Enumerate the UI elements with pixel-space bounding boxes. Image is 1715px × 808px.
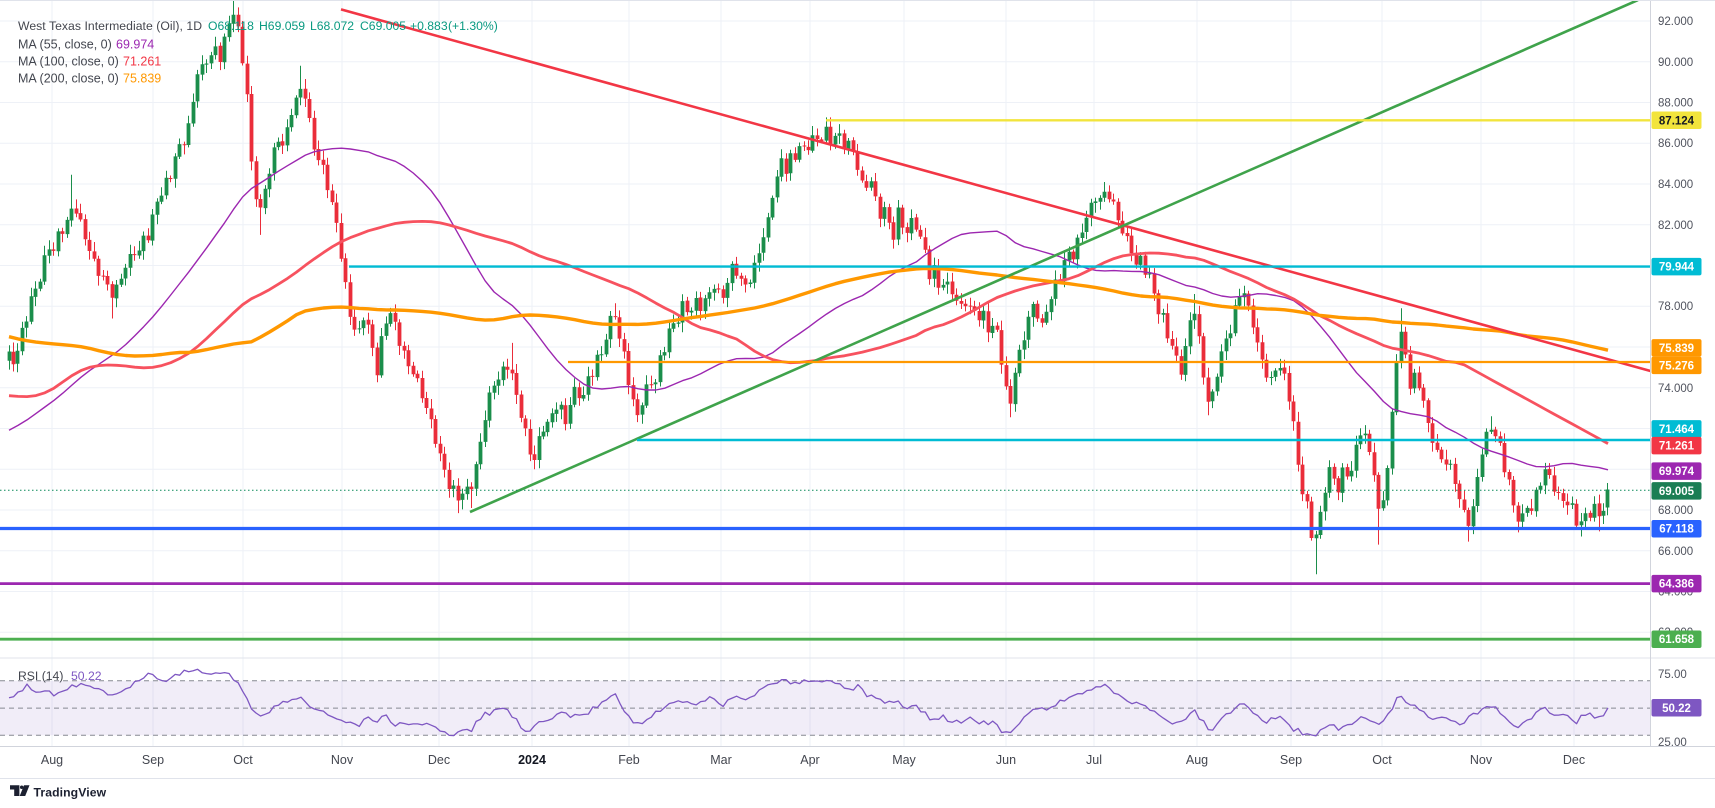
svg-text:(+1.30%): (+1.30%) bbox=[448, 19, 498, 33]
svg-text:71.464: 71.464 bbox=[1659, 424, 1695, 436]
svg-text:May: May bbox=[892, 753, 916, 767]
svg-text:75.839: 75.839 bbox=[1659, 343, 1694, 355]
svg-text:25.00: 25.00 bbox=[1658, 737, 1687, 749]
svg-text:O68.118: O68.118 bbox=[208, 19, 254, 33]
svg-text:C69.005: C69.005 bbox=[360, 19, 406, 33]
svg-text:67.118: 67.118 bbox=[1659, 524, 1694, 536]
svg-text:Dec: Dec bbox=[1563, 753, 1585, 767]
svg-text:71.261: 71.261 bbox=[1659, 441, 1695, 453]
svg-text:Aug: Aug bbox=[1186, 753, 1208, 767]
svg-text:Mar: Mar bbox=[710, 753, 732, 767]
svg-text:86.000: 86.000 bbox=[1658, 138, 1693, 150]
svg-text:Jun: Jun bbox=[996, 753, 1016, 767]
svg-text:L68.072: L68.072 bbox=[310, 19, 354, 33]
svg-text:75.276: 75.276 bbox=[1659, 360, 1694, 372]
svg-text:West Texas Intermediate (Oil),: West Texas Intermediate (Oil), 1D bbox=[18, 19, 202, 33]
svg-text:74.000: 74.000 bbox=[1658, 383, 1693, 395]
svg-text:84.000: 84.000 bbox=[1658, 179, 1693, 191]
svg-text:TradingView: TradingView bbox=[34, 786, 107, 800]
svg-text:Apr: Apr bbox=[800, 753, 819, 767]
svg-text:+0.883: +0.883 bbox=[410, 19, 448, 33]
svg-text:50.22: 50.22 bbox=[71, 669, 102, 683]
svg-text:Aug: Aug bbox=[41, 753, 63, 767]
svg-text:RSI (14): RSI (14) bbox=[18, 669, 63, 683]
svg-text:75.839: 75.839 bbox=[123, 72, 161, 86]
svg-text:88.000: 88.000 bbox=[1658, 98, 1693, 110]
svg-text:64.386: 64.386 bbox=[1659, 579, 1694, 591]
svg-text:82.000: 82.000 bbox=[1658, 220, 1693, 232]
svg-text:MA (100, close, 0): MA (100, close, 0) bbox=[18, 55, 119, 69]
svg-text:69.974: 69.974 bbox=[1659, 466, 1695, 478]
svg-text:Sep: Sep bbox=[1280, 753, 1302, 767]
svg-text:90.000: 90.000 bbox=[1658, 57, 1693, 69]
svg-text:Oct: Oct bbox=[233, 753, 253, 767]
svg-text:92.000: 92.000 bbox=[1658, 16, 1693, 28]
svg-text:50.22: 50.22 bbox=[1662, 703, 1691, 715]
svg-text:61.658: 61.658 bbox=[1659, 634, 1695, 646]
svg-text:87.124: 87.124 bbox=[1659, 115, 1695, 127]
svg-text:2024: 2024 bbox=[518, 753, 546, 767]
svg-text:Dec: Dec bbox=[428, 753, 450, 767]
svg-text:79.944: 79.944 bbox=[1659, 262, 1695, 274]
svg-text:MA (200, close, 0): MA (200, close, 0) bbox=[18, 72, 119, 86]
svg-text:68.000: 68.000 bbox=[1658, 505, 1693, 517]
svg-text:Nov: Nov bbox=[1470, 753, 1493, 767]
svg-text:75.00: 75.00 bbox=[1658, 669, 1687, 681]
svg-text:66.000: 66.000 bbox=[1658, 546, 1693, 558]
svg-text:MA (55, close, 0): MA (55, close, 0) bbox=[18, 38, 112, 52]
svg-text:Feb: Feb bbox=[618, 753, 640, 767]
svg-text:Oct: Oct bbox=[1372, 753, 1392, 767]
svg-text:Sep: Sep bbox=[142, 753, 164, 767]
svg-text:Nov: Nov bbox=[331, 753, 354, 767]
svg-text:69.005: 69.005 bbox=[1659, 486, 1695, 498]
svg-text:71.261: 71.261 bbox=[123, 55, 161, 69]
svg-text:Jul: Jul bbox=[1086, 753, 1102, 767]
svg-text:78.000: 78.000 bbox=[1658, 301, 1693, 313]
svg-text:H69.059: H69.059 bbox=[259, 19, 305, 33]
svg-text:69.974: 69.974 bbox=[116, 38, 154, 52]
